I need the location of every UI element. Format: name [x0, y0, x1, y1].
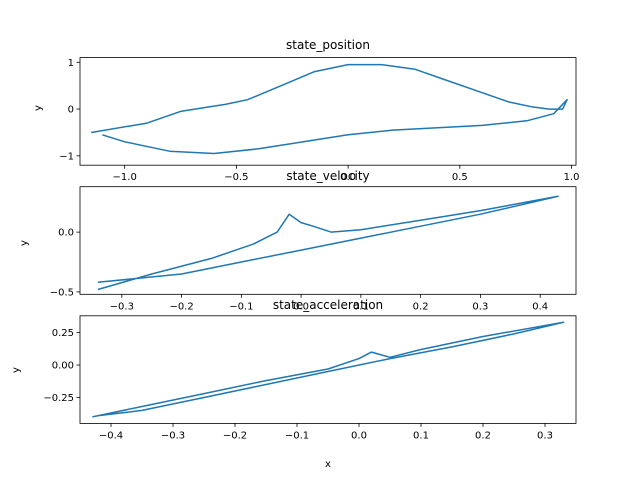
x-tick-label: −1.0 [113, 172, 137, 183]
subplot-title: state_acceleration [273, 298, 383, 312]
y-tick-label: 1 [68, 58, 74, 69]
x-axis-label: x [325, 459, 331, 470]
subplot-state-position: state_position y −1.0 −0.5 0.0 0.5 1.0 −1 0 1 [33, 38, 579, 183]
y-tick-label: −0.25 [43, 393, 74, 404]
y-axis-label: y [11, 367, 22, 373]
x-tick-label: 0.0 [340, 172, 356, 183]
x-tick-label: −0.2 [223, 430, 247, 441]
axes-frame [79, 57, 577, 166]
axes-frame [79, 315, 577, 424]
x-tick-label: 0.3 [537, 430, 553, 441]
subplot-state-acceleration: state_acceleration y x −0.4 −0.3 −0.2 −0.1 0… [11, 298, 577, 470]
subplot-state-velocity: state_velocity y −0.3 −0.2 −0.1 0.0 0.1 0.2 0.… [19, 169, 577, 312]
x-tick-label: −0.4 [99, 430, 123, 441]
series-line-0 [92, 321, 565, 418]
x-tick-label: 0.1 [413, 430, 429, 441]
y-tick-label: 0.0 [58, 228, 74, 239]
x-tick-label: 0.5 [452, 172, 468, 183]
axes-frame [79, 186, 577, 295]
x-tick-label: −0.3 [110, 301, 134, 312]
x-tick-label: 0.3 [472, 301, 488, 312]
y-tick-label: 0.00 [52, 361, 74, 372]
x-tick-label: −0.5 [224, 172, 248, 183]
x-tick-label: 0.4 [532, 301, 548, 312]
y-tick-label: −1 [59, 151, 74, 162]
y-tick-label: −0.5 [50, 287, 74, 298]
y-tick-label: 0.25 [52, 328, 74, 339]
x-tick-label: −0.1 [285, 430, 309, 441]
x-tick-label: 0.2 [475, 430, 491, 441]
x-tick-label: 1.0 [564, 172, 580, 183]
x-tick-label: 0.2 [413, 301, 429, 312]
x-tick-label: 0.0 [351, 430, 367, 441]
series-line-0 [91, 63, 568, 155]
x-tick-label: −0.3 [161, 430, 185, 441]
x-tick-label: 0.0 [293, 301, 309, 312]
y-axis-label: y [33, 105, 44, 111]
plot-area [92, 321, 565, 418]
plot-area [91, 63, 568, 155]
y-axis-label: y [19, 240, 30, 246]
x-tick-label: −0.1 [229, 301, 253, 312]
series-line-0 [97, 195, 559, 291]
x-tick-label: 0.1 [353, 301, 369, 312]
plot-area [97, 195, 559, 291]
subplot-title: state_position [286, 38, 370, 52]
subplot-title: state_velocity [286, 169, 369, 183]
y-tick-label: 0 [68, 105, 74, 116]
x-tick-label: −0.2 [169, 301, 193, 312]
